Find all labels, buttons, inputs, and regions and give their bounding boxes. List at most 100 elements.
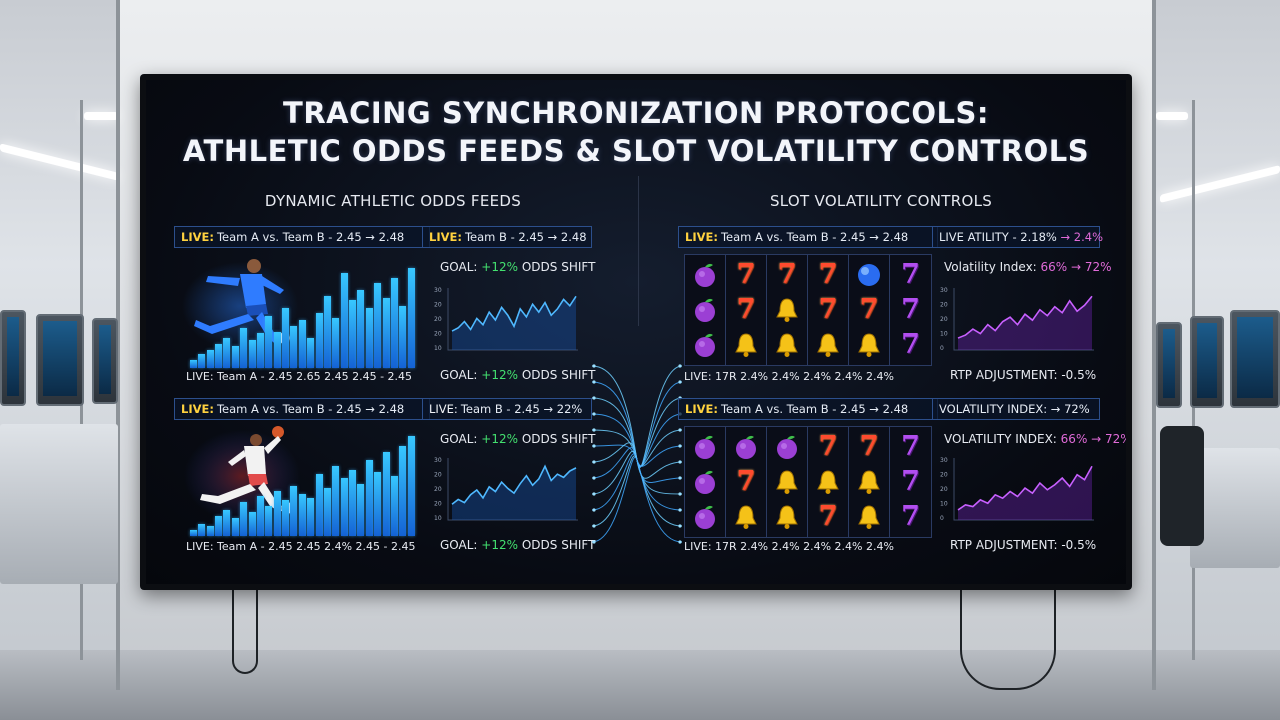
odds-bar (232, 346, 239, 368)
y-tick-label: 10 (434, 345, 442, 352)
sync-node (678, 460, 682, 464)
odds-bar (290, 326, 297, 368)
section-divider (638, 176, 639, 326)
y-tick-label: 20 (434, 486, 442, 493)
sync-node (592, 380, 596, 384)
odds-bar (399, 306, 406, 368)
floor (0, 650, 1280, 720)
sync-node (678, 508, 682, 512)
sync-line (592, 381, 682, 468)
odds-bar (341, 478, 348, 536)
y-tick-label: 10 (940, 501, 948, 508)
slot-reel (685, 255, 726, 365)
odds-bar (223, 510, 230, 536)
seven-purple-icon: 7 (901, 258, 920, 290)
slot-reel: 7 (849, 427, 890, 537)
sync-node (678, 524, 682, 528)
sync-line (592, 455, 682, 527)
odds-bar (408, 268, 415, 368)
sync-node (592, 412, 596, 416)
y-tick-label: 30 (940, 287, 948, 294)
seven-red-icon: 7 (818, 258, 838, 290)
odds-bar (332, 318, 339, 368)
ticker-value: → 2.4% (1060, 230, 1103, 244)
odds-bar (324, 488, 331, 536)
odds-bar (198, 524, 205, 536)
slot-reel (685, 427, 726, 537)
power-cable-left (232, 590, 258, 674)
athletic-odds-heading: DYNAMIC ATHLETIC ODDS FEEDS (264, 192, 522, 210)
odds-bar (198, 354, 205, 368)
glass-frame-left-edge (116, 0, 120, 690)
live-label: LIVE: (685, 230, 718, 244)
ticker-text: Team B - 2.45 → 2.48 (464, 230, 587, 244)
y-tick-label: 30 (434, 457, 442, 464)
sync-node (678, 428, 682, 432)
odds-bar (324, 296, 331, 368)
chart-area (452, 296, 576, 350)
volatility-index-label: Volatility Index: 66% → 72% (944, 260, 1112, 274)
y-tick-label: 20 (940, 316, 948, 323)
seven-purple-icon: 7 (901, 501, 920, 533)
sync-line (592, 397, 682, 468)
seven-red-icon: 7 (818, 501, 838, 533)
control-console-right-2 (1190, 316, 1224, 408)
seven-red-icon: 7 (859, 430, 879, 462)
odds-bar (207, 526, 214, 536)
live-label: LIVE: (181, 230, 214, 244)
bell-icon (854, 467, 884, 497)
control-console-left-3 (92, 318, 118, 404)
y-tick-label: 30 (940, 457, 948, 464)
y-tick-label: 10 (940, 331, 948, 338)
odds-bar (366, 460, 373, 536)
seven-red-icon: 7 (777, 258, 797, 290)
volatility-line-chart-1: 30 20 20 10 0 (940, 287, 1094, 352)
sync-node (592, 540, 596, 544)
sync-node (592, 444, 596, 448)
volatility-index-value: 66% → 72% (1040, 260, 1112, 274)
sync-network-lines (592, 364, 682, 544)
odds-bar (316, 313, 323, 368)
chart-axis (447, 288, 578, 351)
title-line-1: TRACING SYNCHRONIZATION PROTOCOLS: (283, 96, 989, 130)
odds-bar (307, 338, 314, 368)
ticker-text: Team A vs. Team B - 2.45 → 2.48 (720, 230, 909, 244)
odds-bar (249, 512, 256, 536)
odds-bar (257, 333, 264, 368)
odds-footer-2: LIVE: Team A - 2.45 2.45 2.4% 2.45 - 2.4… (186, 540, 416, 553)
odds-bar (240, 502, 247, 536)
odds-bar (349, 300, 356, 368)
odds-bar (357, 484, 364, 536)
chart-area (958, 466, 1092, 520)
live-label: LIVE: (429, 230, 462, 244)
chart-area (958, 296, 1092, 350)
odds-bar (299, 320, 306, 368)
rtp-adjustment-label: RTP ADJUSTMENT: -0.5% (950, 368, 1097, 382)
odds-bar (265, 506, 272, 536)
sync-node (678, 492, 682, 496)
seven-red-icon: 7 (859, 293, 879, 325)
slot-reel: 7 (767, 255, 808, 365)
plum-icon (690, 467, 720, 497)
seven-red-icon: 7 (818, 430, 838, 462)
sync-node (592, 492, 596, 496)
control-console-left-1 (0, 310, 26, 406)
y-tick-label: 10 (434, 515, 442, 522)
ticker-text: Team A vs. Team B - 2.45 → 2.48 (216, 402, 405, 416)
odds-bar (391, 476, 398, 536)
sync-node (592, 476, 596, 480)
bell-icon (813, 330, 843, 360)
chart-axis (953, 288, 1094, 351)
goal-odds-shift-label: GOAL: +12% ODDS SHIFT (440, 538, 596, 552)
odds-ticker-1b: LIVE: Team B - 2.45 → 2.48 (422, 226, 592, 248)
slot-reel (767, 427, 808, 537)
bell-icon (731, 330, 761, 360)
goal-shift-value: +12% (481, 432, 519, 446)
chart-axis (447, 458, 578, 521)
sync-node (678, 364, 682, 368)
bell-icon (772, 467, 802, 497)
sync-node (678, 540, 682, 544)
bell-icon (813, 467, 843, 497)
